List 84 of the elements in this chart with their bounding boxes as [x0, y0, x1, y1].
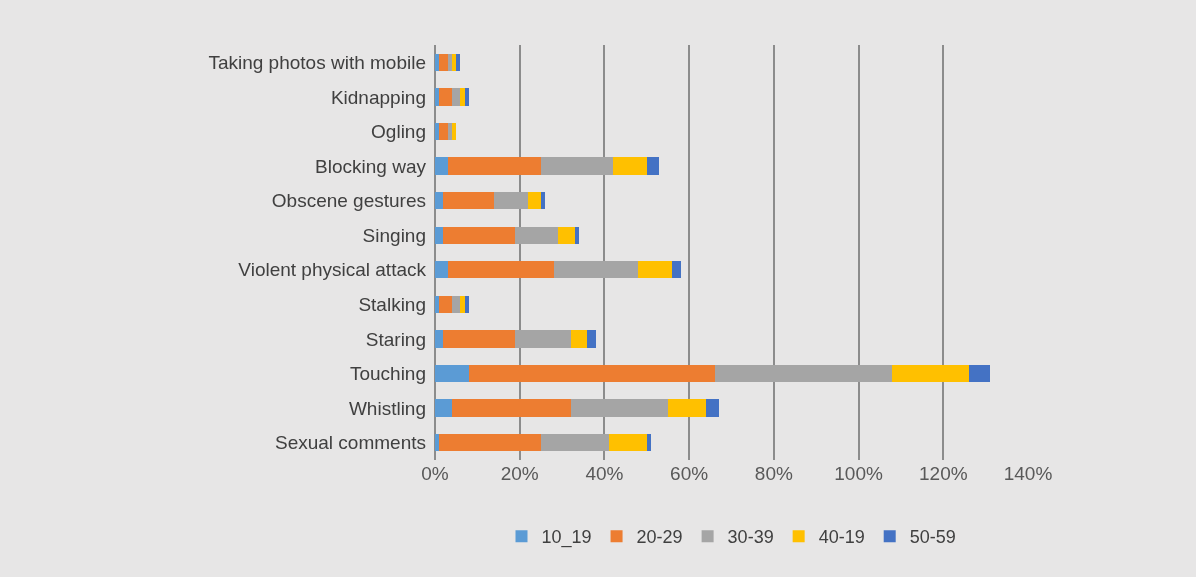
x-tick-label: 100% [834, 463, 883, 484]
bar [540, 157, 613, 175]
bar [435, 399, 452, 417]
y-tick-label: Singing [362, 224, 426, 246]
bar [451, 53, 457, 71]
legend-label: 40-19 [818, 527, 865, 548]
y-tick-label: Blocking way [315, 155, 427, 177]
y-tick-label: Obscene gestures [271, 190, 426, 212]
bar [435, 53, 440, 71]
y-tick-label: Whistling [348, 397, 426, 419]
x-tick-label: 80% [754, 463, 793, 484]
bar [435, 261, 448, 279]
bar [714, 364, 893, 383]
bar [570, 399, 668, 417]
bar [435, 122, 440, 141]
bar [435, 434, 440, 452]
bar [435, 330, 444, 348]
y-tick-label: Staring [365, 328, 426, 350]
bar [557, 226, 575, 244]
bar [587, 330, 596, 348]
bar [464, 295, 469, 314]
bar [667, 399, 707, 417]
x-tick-label: 20% [500, 463, 539, 484]
bar [443, 330, 516, 348]
bar [435, 364, 469, 383]
bar [451, 295, 461, 314]
x-tick-label: 0% [421, 463, 449, 484]
bar [435, 88, 440, 106]
x-tick-label: 60% [670, 463, 709, 484]
bar [451, 399, 571, 417]
x-tick-label: 40% [585, 463, 624, 484]
y-tick-label: Stalking [358, 294, 426, 316]
bar [540, 434, 609, 452]
bar [439, 295, 452, 314]
bar [612, 157, 647, 175]
bar [451, 88, 461, 106]
bar [439, 88, 452, 106]
legend-label: 50-59 [909, 527, 956, 548]
bar [574, 226, 580, 244]
y-tick-label: Taking photos with mobile [208, 51, 426, 73]
y-tick-label: Sexual comments [274, 432, 426, 454]
bar [672, 261, 681, 279]
bar [468, 364, 715, 383]
bar [460, 88, 465, 106]
bar [515, 226, 558, 244]
bar [494, 191, 529, 210]
bar [447, 122, 452, 141]
x-tick-label: 140% [1003, 463, 1053, 484]
bar [435, 295, 440, 314]
bar [443, 226, 516, 244]
bar [515, 330, 571, 348]
bar [460, 295, 465, 314]
bar [447, 157, 541, 175]
legend-label: 20-29 [636, 527, 683, 548]
bar [451, 122, 457, 141]
bar [464, 88, 469, 106]
bar [439, 122, 448, 141]
bar [540, 191, 546, 210]
bar [528, 191, 541, 210]
bar [706, 399, 719, 417]
legend-label: 30-39 [727, 527, 774, 548]
bar [608, 434, 647, 452]
bar [456, 53, 461, 71]
bar [892, 364, 969, 383]
bar [646, 434, 652, 452]
bar [447, 261, 554, 279]
y-tick-label: Touching [349, 363, 426, 385]
bar [646, 157, 660, 175]
x-tick-label: 120% [918, 463, 968, 484]
bar [968, 364, 990, 383]
bar [443, 191, 495, 210]
bar [435, 191, 444, 210]
bar [439, 53, 448, 71]
bar [435, 226, 444, 244]
bar [638, 261, 673, 279]
y-tick-label: Kidnapping [330, 86, 426, 108]
y-tick-label: Violent physical attack [238, 259, 427, 281]
bar [439, 434, 541, 452]
y-tick-label: Ogling [371, 121, 426, 143]
bar [435, 157, 448, 175]
bar [447, 53, 452, 71]
bar [553, 261, 639, 279]
bar [570, 330, 588, 348]
legend-label: 10_19 [541, 527, 592, 549]
